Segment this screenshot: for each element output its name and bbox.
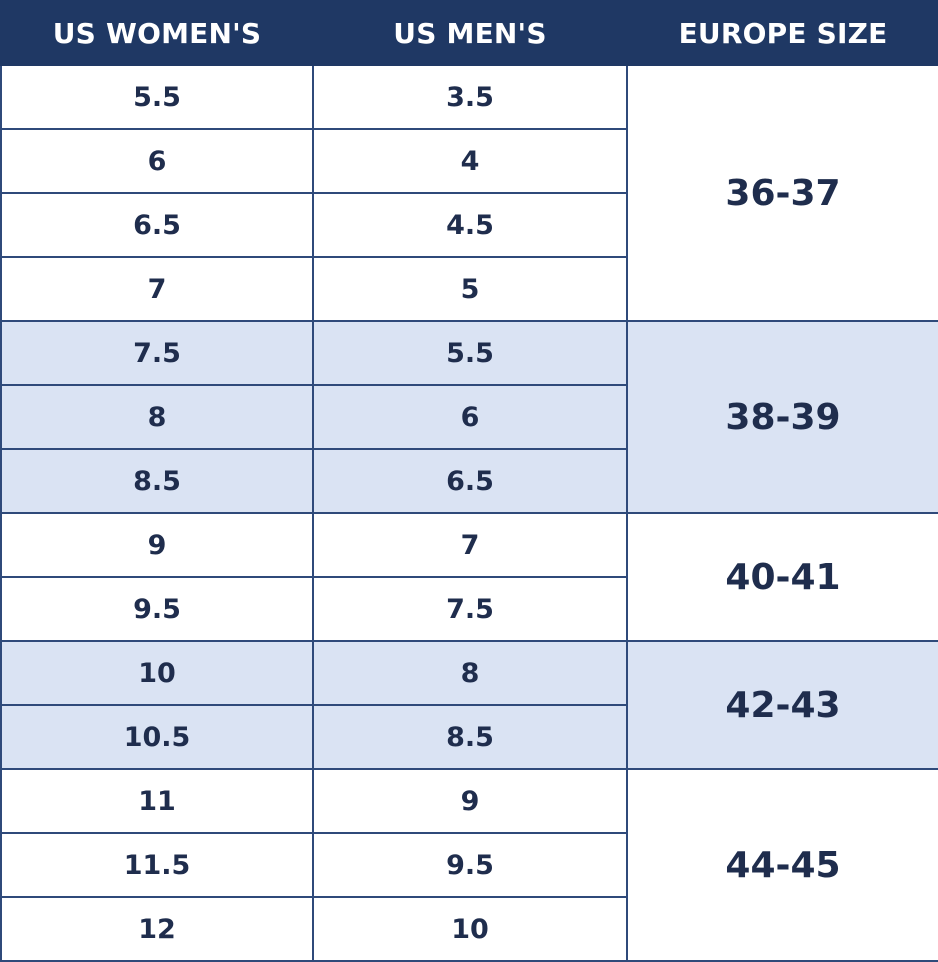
us-mens-size-cell: 4 [312, 128, 628, 194]
table-row: 11 9 44-45 [0, 768, 938, 962]
table-row: 6.5 4.5 [0, 192, 938, 258]
us-mens-size-cell: 10 [312, 896, 628, 962]
table-body: 5.5 3.5 36-37 6 4 6.5 4.5 7 5 7.5 5.5 38-39 8 6 8.5 6.5… [0, 64, 938, 962]
us-womens-size-cell: 12 [0, 896, 314, 962]
us-womens-size-cell: 9.5 [0, 576, 314, 642]
europe-size-cell: 40-41 [626, 512, 938, 642]
table-row: 9 7 40-41 [0, 512, 938, 642]
us-mens-size-cell: 4.5 [312, 192, 628, 258]
us-mens-size-cell: 6.5 [312, 448, 628, 514]
table-row: 11.5 9.5 [0, 832, 938, 898]
us-womens-size-cell: 6.5 [0, 192, 314, 258]
us-womens-size-cell: 7.5 [0, 320, 314, 386]
table-row: 10 8 42-43 [0, 640, 938, 770]
us-womens-size-cell: 9 [0, 512, 314, 578]
header-us-mens: US MEN'S [312, 0, 628, 66]
us-mens-size-cell: 6 [312, 384, 628, 450]
europe-size-cell: 38-39 [626, 320, 938, 514]
us-mens-size-cell: 8 [312, 640, 628, 706]
europe-size-cell: 44-45 [626, 768, 938, 962]
us-mens-size-cell: 7 [312, 512, 628, 578]
header-row: US WOMEN'S US MEN'S EUROPE SIZE [0, 0, 938, 66]
us-mens-size-cell: 9 [312, 768, 628, 834]
table-row: 5.5 3.5 36-37 [0, 64, 938, 322]
table-row: 9.5 7.5 [0, 576, 938, 642]
us-womens-size-cell: 5.5 [0, 64, 314, 130]
us-womens-size-cell: 11.5 [0, 832, 314, 898]
header-europe-size: EUROPE SIZE [626, 0, 938, 66]
us-womens-size-cell: 10.5 [0, 704, 314, 770]
us-womens-size-cell: 10 [0, 640, 314, 706]
us-mens-size-cell: 5.5 [312, 320, 628, 386]
us-mens-size-cell: 8.5 [312, 704, 628, 770]
table-row: 10.5 8.5 [0, 704, 938, 770]
table-header: US WOMEN'S US MEN'S EUROPE SIZE [0, 0, 938, 66]
us-womens-size-cell: 11 [0, 768, 314, 834]
us-womens-size-cell: 8 [0, 384, 314, 450]
table-row: 12 10 [0, 896, 938, 962]
us-womens-size-cell: 7 [0, 256, 314, 322]
europe-size-cell: 42-43 [626, 640, 938, 770]
us-womens-size-cell: 8.5 [0, 448, 314, 514]
table-row: 8.5 6.5 [0, 448, 938, 514]
table-row: 7.5 5.5 38-39 [0, 320, 938, 514]
us-womens-size-cell: 6 [0, 128, 314, 194]
us-mens-size-cell: 7.5 [312, 576, 628, 642]
header-us-womens: US WOMEN'S [0, 0, 314, 66]
us-mens-size-cell: 9.5 [312, 832, 628, 898]
europe-size-cell: 36-37 [626, 64, 938, 322]
us-mens-size-cell: 3.5 [312, 64, 628, 130]
us-mens-size-cell: 5 [312, 256, 628, 322]
